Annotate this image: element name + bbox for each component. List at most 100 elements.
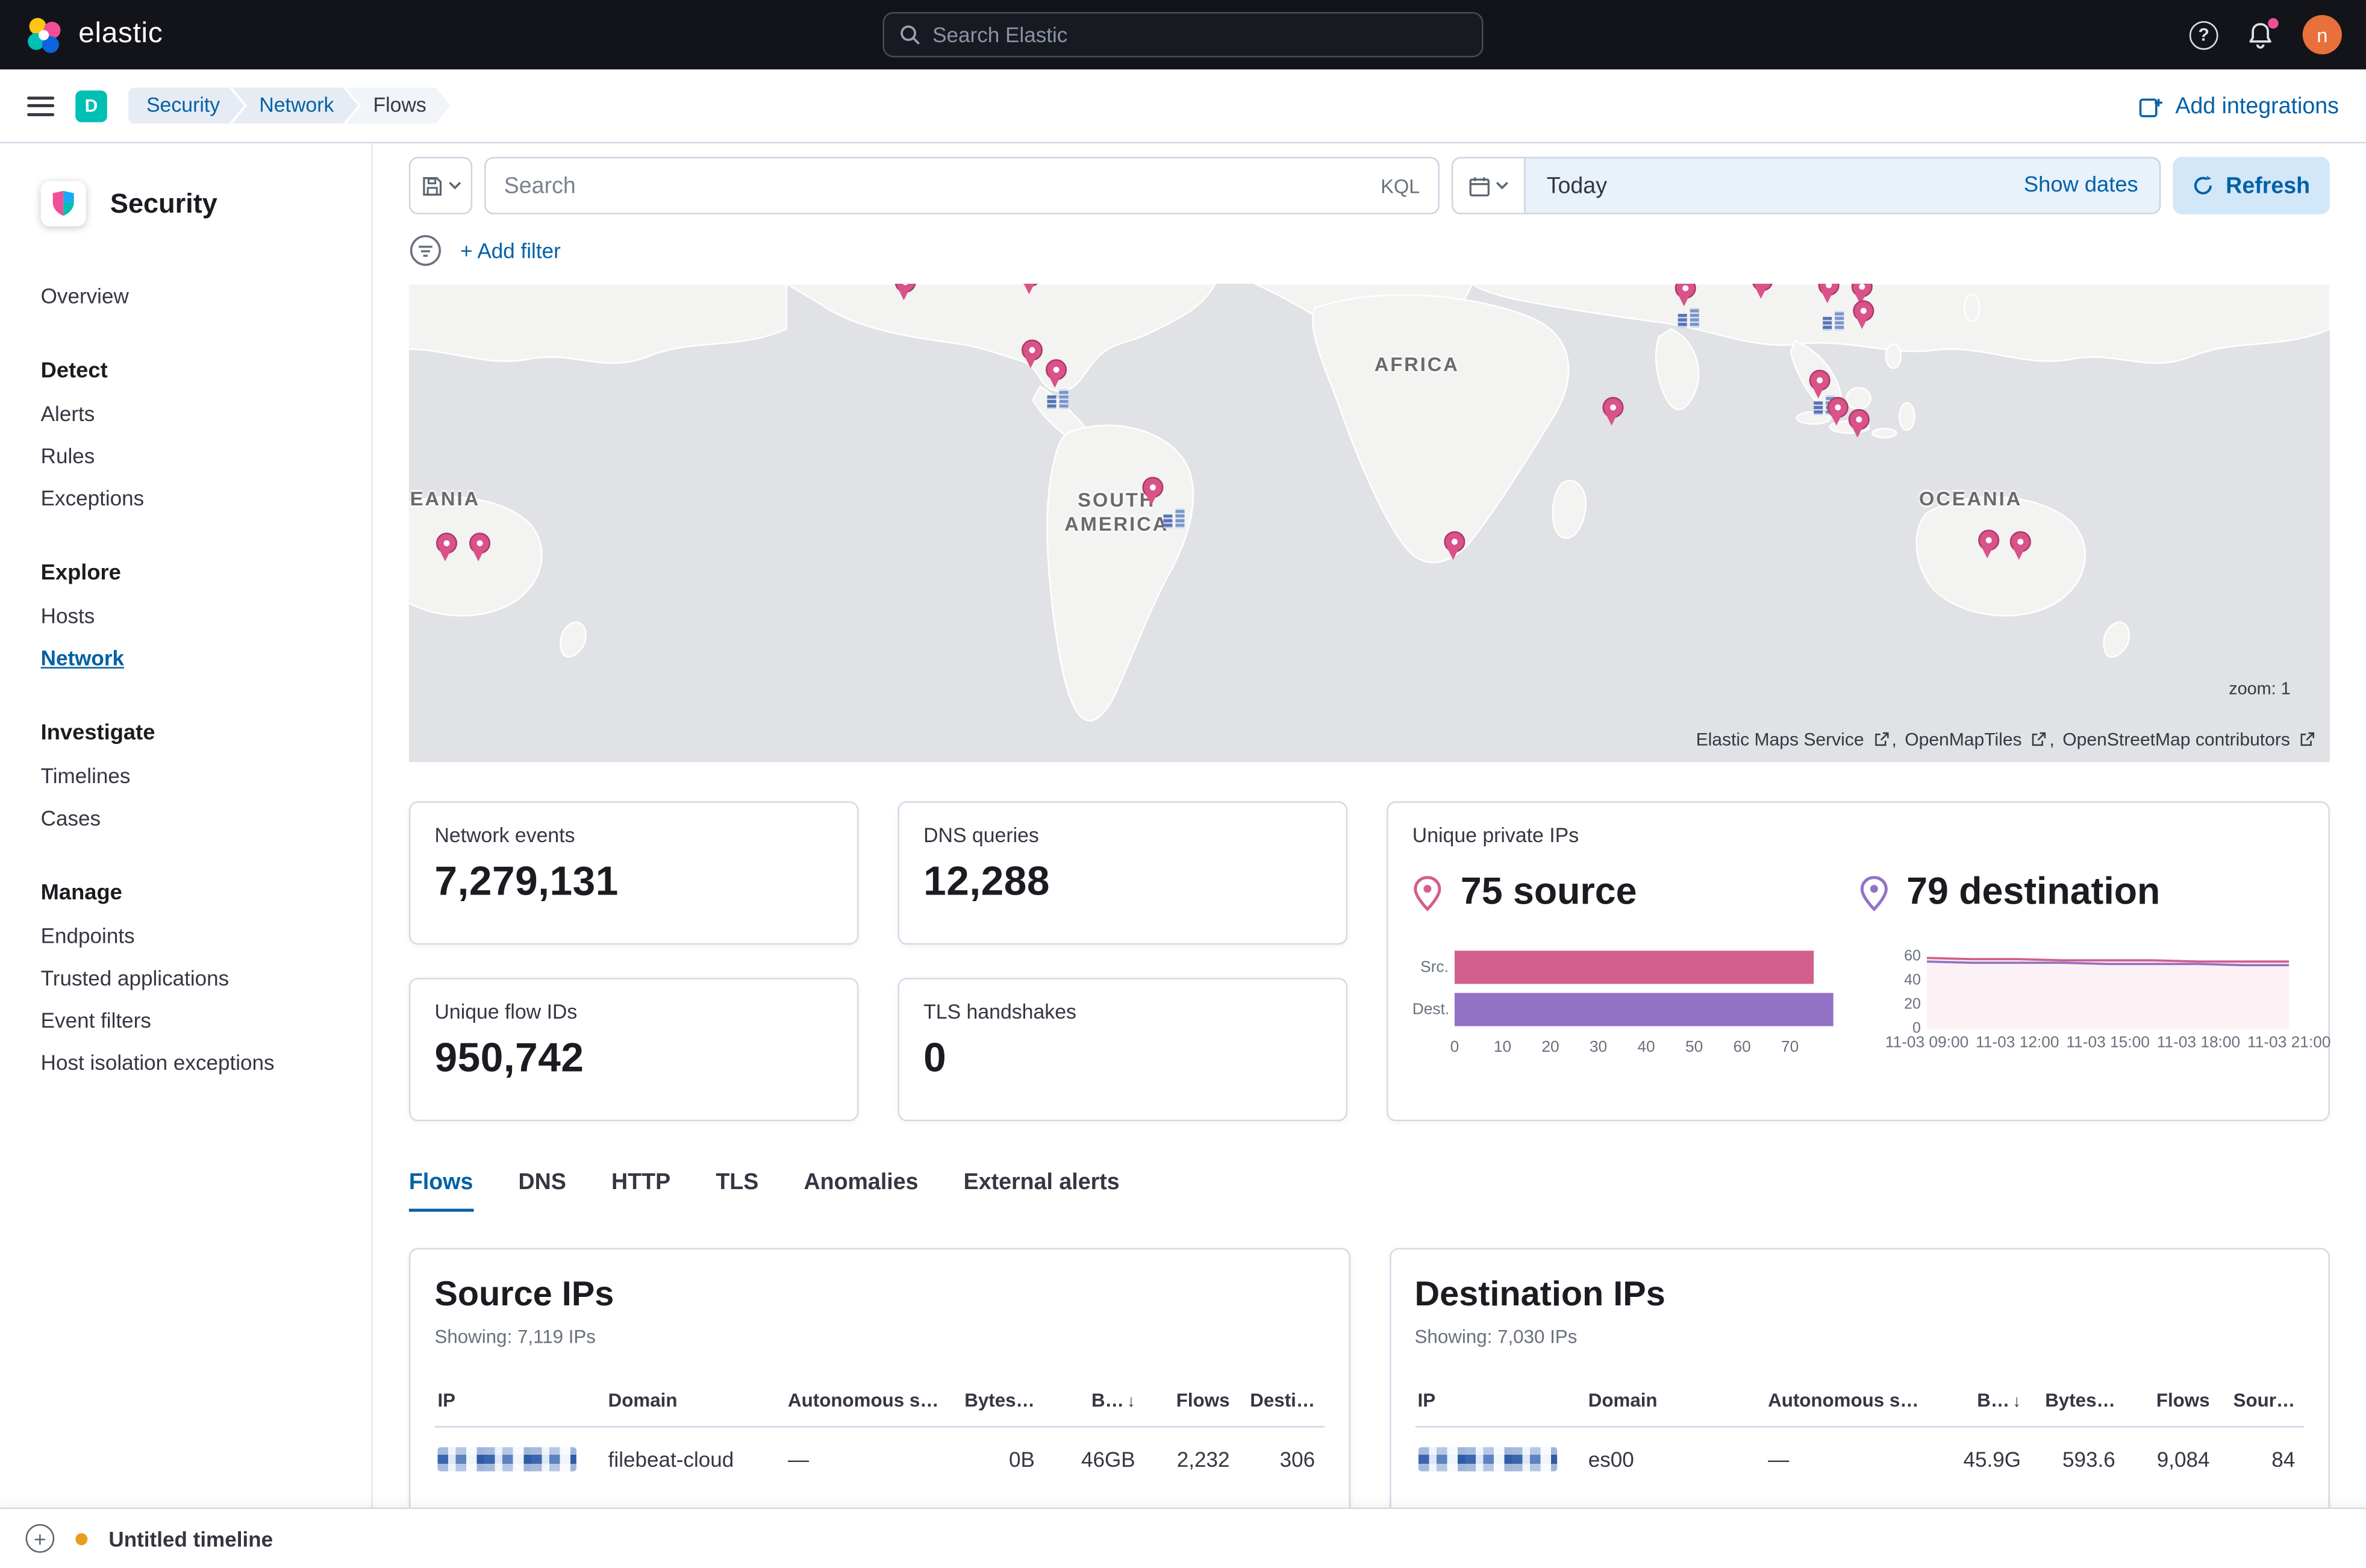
map-pin-icon[interactable]: [1141, 476, 1164, 506]
map-attribution-link[interactable]: Elastic Maps Service: [1696, 729, 1889, 750]
avatar: n: [2302, 15, 2342, 55]
sidebar-item-endpoints[interactable]: Endpoints: [40, 923, 135, 948]
map-pin-icon[interactable]: [1019, 283, 1041, 295]
sidebar-item-exceptions[interactable]: Exceptions: [40, 486, 145, 510]
map-pin-icon[interactable]: [2008, 531, 2031, 560]
sidebar-item-timelines[interactable]: Timelines: [40, 763, 131, 788]
bar-category-label: Src.: [1420, 958, 1449, 976]
kpi-section: Network events 7,279,131 Unique flow IDs…: [408, 801, 2330, 1122]
space-badge[interactable]: D: [75, 90, 107, 122]
map-cluster-icon[interactable]: [1046, 389, 1070, 409]
global-search[interactable]: [882, 12, 1484, 58]
map-pin-icon[interactable]: [1847, 408, 1870, 438]
kql-search-box[interactable]: KQL: [484, 157, 1440, 214]
sidebar-item-event-filters[interactable]: Event filters: [40, 1008, 151, 1032]
user-menu-button[interactable]: n: [2302, 15, 2342, 55]
network-map[interactable]: AFRICA SOUTH AMERICA OCEANIA EANIA zoom: 1 …: [408, 283, 2330, 763]
axis-tick-label: 50: [1685, 1038, 1703, 1057]
timeline-bottom-bar[interactable]: + Untitled timeline: [0, 1507, 2366, 1568]
lc-ylabels: 60 40 20 0: [1897, 948, 1927, 1037]
kql-search-input[interactable]: [504, 172, 1366, 199]
map-pin-icon[interactable]: [468, 533, 491, 561]
add-filter-button[interactable]: + Add filter: [460, 238, 561, 263]
sidebar-item-network[interactable]: Network: [40, 646, 125, 670]
source-count: 75: [1460, 870, 1503, 913]
map-pin-icon[interactable]: [1020, 339, 1043, 369]
column-header-ip: IP: [437, 1390, 456, 1411]
kql-badge[interactable]: KQL: [1381, 174, 1420, 197]
refresh-button[interactable]: Refresh: [2173, 157, 2330, 214]
tab-anomalies[interactable]: Anomalies: [804, 1169, 919, 1196]
date-quick-select-button[interactable]: [1453, 158, 1526, 213]
sidebar-item-hosts[interactable]: Hosts: [40, 604, 95, 628]
map-cluster-icon[interactable]: [1676, 308, 1700, 328]
kpi-value: 12,288: [923, 858, 1050, 904]
sidebar-item-trusted-applications[interactable]: Trusted applications: [40, 966, 229, 990]
map-cluster-icon[interactable]: [1162, 508, 1186, 528]
sidebar-item-host-isolation-exceptions[interactable]: Host isolation exceptions: [40, 1050, 275, 1075]
map-pin-icon[interactable]: [1826, 396, 1849, 426]
map-pin-icon[interactable]: [434, 533, 458, 561]
map-pin-icon[interactable]: [1443, 531, 1465, 560]
tab-tls[interactable]: TLS: [716, 1169, 759, 1196]
map-pin-icon[interactable]: [1817, 283, 1840, 304]
add-integrations-label: Add integrations: [2175, 93, 2339, 119]
map-pin-icon[interactable]: [1750, 283, 1773, 299]
map-pin-icon[interactable]: [1977, 529, 2000, 558]
dest-bar: [1454, 993, 1834, 1026]
table-showing: Showing: 7,030 IPs: [1414, 1326, 1578, 1348]
source-ips-table: IP Domain Autonomous sy… Bytes… B… ↓ Flow…: [434, 1381, 1325, 1490]
sidebar-item-cases[interactable]: Cases: [40, 805, 101, 830]
timeline-unsaved-dot: [75, 1532, 88, 1545]
table-row[interactable]: es00 — 45.9G 593.6 9,084 84: [1415, 1427, 2305, 1490]
cell-domain: filebeat-cloud: [608, 1446, 734, 1471]
lc-line-source: [1927, 957, 2290, 963]
tab-flows[interactable]: Flows: [408, 1169, 473, 1212]
redacted-ip-mosaic[interactable]: [437, 1448, 576, 1472]
map-attribution-link[interactable]: OpenStreetMap contributors: [2062, 729, 2315, 750]
src-bar: [1454, 951, 1814, 984]
tab-http[interactable]: HTTP: [611, 1169, 671, 1196]
axis-tick-label: 11-03 18:00: [2156, 1033, 2241, 1052]
map-pin-icon[interactable]: [1852, 300, 1874, 330]
filter-icon[interactable]: [409, 234, 442, 267]
column-header-bytes-in: Bytes…: [964, 1390, 1035, 1411]
axis-tick-label: 40: [1637, 1038, 1655, 1057]
map-attribution-link[interactable]: OpenMapTiles: [1905, 729, 2046, 750]
tab-dns[interactable]: DNS: [518, 1169, 566, 1196]
tab-external-alerts[interactable]: External alerts: [963, 1169, 1120, 1196]
help-button[interactable]: ?: [2189, 20, 2218, 49]
source-ips-card: Source IPs Showing: 7,119 IPs IP Domain …: [408, 1248, 1350, 1508]
map-pin-icon[interactable]: [1601, 396, 1624, 426]
kpi-label: TLS handshakes: [923, 1000, 1076, 1023]
timeline-add-icon[interactable]: +: [25, 1524, 55, 1553]
map-pin-icon[interactable]: [893, 283, 916, 301]
notification-dot: [2268, 17, 2279, 28]
breadcrumb-network[interactable]: Network: [232, 87, 358, 123]
date-range-value[interactable]: Today: [1546, 172, 1608, 199]
show-dates-button[interactable]: Show dates: [2023, 173, 2138, 198]
elastic-brand[interactable]: elastic: [24, 15, 163, 54]
sidebar-item-alerts[interactable]: Alerts: [40, 401, 95, 426]
sidebar-header: Security: [40, 181, 351, 226]
saved-query-menu-button[interactable]: [408, 157, 473, 214]
redacted-ip-mosaic[interactable]: [1417, 1448, 1557, 1472]
hbar-axis: 0 10 20 30 40 50 60 70: [1450, 1035, 1838, 1057]
table-row[interactable]: filebeat-cloud — 0B 46GB 2,232 306: [434, 1427, 1324, 1490]
breadcrumb-security[interactable]: Security: [128, 87, 244, 123]
menu-icon[interactable]: [27, 96, 55, 116]
sidebar-item-overview[interactable]: Overview: [40, 283, 129, 308]
sidebar-item-rules[interactable]: Rules: [40, 443, 95, 468]
map-cluster-icon[interactable]: [1821, 311, 1846, 331]
breadcrumb-flows: Flows: [346, 87, 451, 123]
alerts-button[interactable]: [2247, 17, 2279, 49]
destination-ips-table: IP Domain Autonomous sy… B… ↓ Bytes… Flow…: [1414, 1381, 2305, 1490]
map-pin-icon[interactable]: [1673, 283, 1696, 307]
add-integrations-button[interactable]: Add integrations: [2138, 93, 2339, 119]
world-map: [408, 283, 2330, 722]
map-pin-icon[interactable]: [1044, 359, 1067, 388]
global-search-input[interactable]: [932, 22, 1467, 47]
map-pin-icon[interactable]: [1808, 369, 1831, 399]
timeline-title[interactable]: Untitled timeline: [108, 1526, 273, 1551]
cell-bytes-in: 45.9G: [1963, 1446, 2021, 1471]
